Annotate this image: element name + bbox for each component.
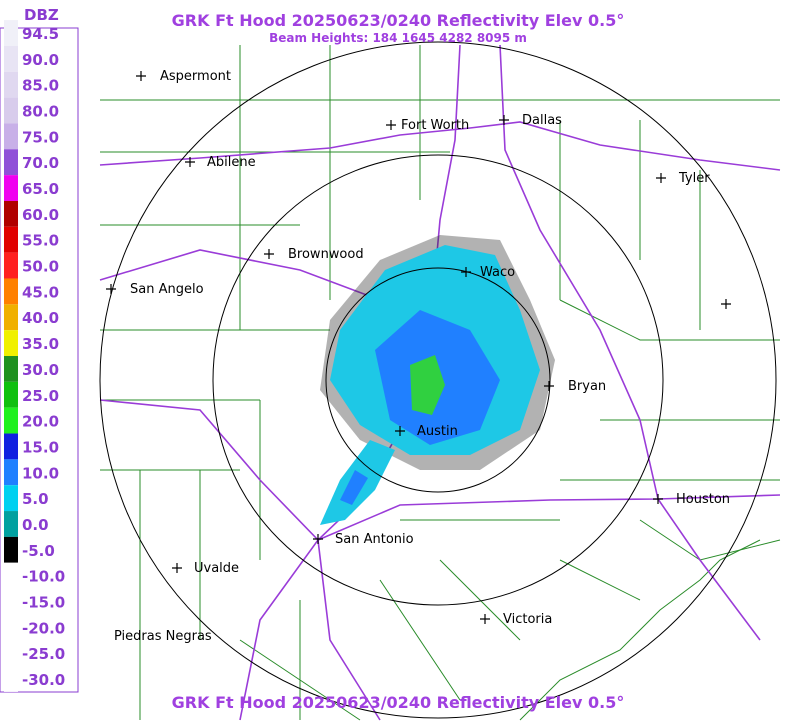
county-lines (100, 45, 781, 721)
legend-swatch (4, 149, 18, 176)
legend-label: 70.0 (22, 154, 59, 172)
radar-echoes (320, 235, 555, 525)
legend-label: 50.0 (22, 258, 59, 276)
legend-swatch (4, 304, 18, 331)
legend-label: 30.0 (22, 361, 59, 379)
city-label: Piedras Negras (114, 629, 212, 644)
legend-label: 25.0 (22, 387, 59, 405)
legend-label: 60.0 (22, 206, 59, 224)
legend-label: 5.0 (22, 490, 49, 508)
legend-swatch (4, 666, 18, 692)
legend-swatch (4, 252, 18, 279)
legend-swatch (4, 433, 18, 460)
legend-label: 20.0 (22, 413, 59, 431)
legend-label: 15.0 (22, 438, 59, 456)
legend-label: -25.0 (22, 645, 65, 663)
legend-label: -15.0 (22, 593, 65, 611)
city-label: Bryan (568, 379, 606, 394)
legend-swatch (4, 330, 18, 356)
legend-swatch (4, 640, 18, 667)
city-label: Houston (676, 492, 730, 507)
legend-label: 45.0 (22, 283, 59, 301)
legend-swatch (4, 71, 18, 98)
city-labels: Aspermont Fort Worth Dallas Abilene Tyle… (114, 69, 730, 644)
legend-unit: DBZ (24, 6, 59, 24)
legend-label: 10.0 (22, 464, 59, 482)
legend-swatch (4, 459, 18, 486)
legend-swatch (4, 356, 18, 382)
legend-swatch (4, 511, 18, 537)
legend-label: -10.0 (22, 568, 65, 586)
city-label: Dallas (522, 113, 562, 128)
legend-label: 55.0 (22, 232, 59, 250)
city-label: San Angelo (130, 282, 204, 297)
legend-swatch (4, 588, 18, 615)
city-label: Uvalde (194, 561, 239, 576)
legend-swatch (4, 45, 18, 72)
title: GRK Ft Hood 20250623/0240 Reflectivity E… (172, 11, 625, 30)
legend-label: 75.0 (22, 128, 59, 146)
legend-swatch (4, 485, 18, 512)
legend-swatch (4, 226, 18, 253)
legend-label: 0.0 (22, 516, 49, 534)
legend-swatch (4, 278, 18, 305)
legend-label: 40.0 (22, 309, 59, 327)
legend-swatch (4, 407, 18, 434)
legend-swatch (4, 97, 18, 124)
range-rings (99, 41, 777, 719)
legend-label: 94.5 (22, 25, 59, 43)
legend-label: -30.0 (22, 671, 65, 689)
legend-label: 65.0 (22, 180, 59, 198)
city-label: Abilene (207, 155, 256, 170)
legend-label: -20.0 (22, 619, 65, 637)
legend-swatch (4, 175, 18, 201)
legend-swatch (4, 562, 18, 589)
subtitle: Beam Heights: 184 1645 4282 8095 m (269, 31, 527, 45)
legend-label: 80.0 (22, 103, 59, 121)
city-label: Austin (417, 424, 458, 439)
legend-label: -5.0 (22, 542, 55, 560)
city-label: Waco (480, 265, 515, 280)
legend-swatch (4, 536, 18, 563)
legend-swatch (4, 614, 18, 641)
city-label: Tyler (678, 171, 710, 186)
city-markers (106, 71, 731, 624)
city-label: Fort Worth (401, 118, 469, 133)
legend: DBZ 94.5 90.0 85.0 80.0 75.0 70.0 65.0 60.0 55.0… (0, 6, 79, 693)
legend-label: 90.0 (22, 51, 59, 69)
city-label: Aspermont (160, 69, 231, 84)
legend-swatch (4, 200, 18, 227)
city-label: San Antonio (335, 532, 414, 547)
legend-label: 35.0 (22, 335, 59, 353)
footer-title: GRK Ft Hood 20250623/0240 Reflectivity E… (172, 693, 625, 712)
city-label: Victoria (503, 612, 552, 627)
city-label: Brownwood (288, 247, 364, 262)
legend-swatch (4, 123, 18, 150)
legend-swatch (4, 20, 18, 46)
legend-label: 85.0 (22, 77, 59, 95)
legend-swatch (4, 381, 18, 408)
